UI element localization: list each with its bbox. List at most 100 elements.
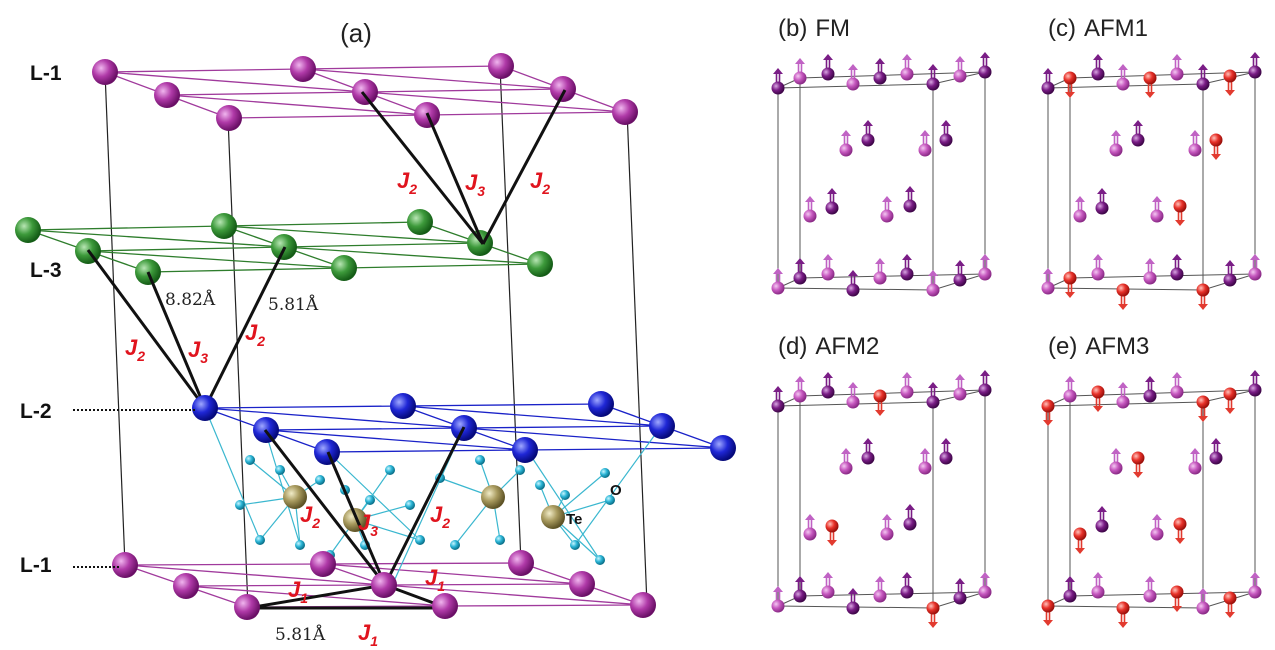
spin-arrow-head xyxy=(902,54,912,60)
spin-panels: (b)FM(c)AFM1(d)AFM2(e)AFM3 xyxy=(772,15,1262,628)
atom xyxy=(154,82,180,108)
lattice-line xyxy=(266,428,464,430)
exchange-index: 2 xyxy=(311,515,320,531)
spin-arrow-head xyxy=(1075,548,1085,554)
magnetic-atom xyxy=(1074,528,1087,541)
magnetic-atom xyxy=(822,586,835,599)
spin-panel-title: (b)FM xyxy=(778,15,850,42)
spin-arrow-head xyxy=(1250,370,1260,376)
spin-arrow-head xyxy=(1093,406,1103,412)
spin-arrow-head xyxy=(1111,130,1121,136)
oxygen-atom xyxy=(315,475,325,485)
spin-arrow-head xyxy=(1097,506,1107,512)
atom xyxy=(569,571,595,597)
oxygen-atom xyxy=(405,500,415,510)
spin-arrow-head xyxy=(848,270,858,276)
atom xyxy=(192,395,218,421)
lattice-line xyxy=(284,247,540,264)
lattice-line xyxy=(186,585,384,586)
lattice-line xyxy=(323,563,521,564)
magnetic-atom xyxy=(1189,462,1202,475)
spin-arrow-head xyxy=(1065,92,1075,98)
spin-arrow-head xyxy=(1133,472,1143,478)
exchange-label: J2 xyxy=(430,502,450,531)
exchange-index: 2 xyxy=(441,515,450,531)
magnetic-atom xyxy=(840,144,853,157)
spin-arrow-head xyxy=(795,58,805,64)
distance-label: 8.82Å xyxy=(165,289,216,310)
magnetic-atom xyxy=(1171,386,1184,399)
oxygen-atom xyxy=(255,535,265,545)
spin-arrow-head xyxy=(1145,258,1155,264)
spin-arrow-head xyxy=(823,572,833,578)
magnetic-atom xyxy=(1092,586,1105,599)
atom xyxy=(234,594,260,620)
atom xyxy=(331,255,357,281)
magnetic-atom xyxy=(1151,210,1164,223)
magnetic-atom xyxy=(874,72,887,85)
magnetic-atom xyxy=(1110,462,1123,475)
magnetic-atom xyxy=(901,68,914,81)
spin-arrow-head xyxy=(1043,620,1053,626)
magnetic-atom xyxy=(979,586,992,599)
spin-arrow-head xyxy=(955,374,965,380)
lattice-line xyxy=(384,584,582,585)
atom xyxy=(488,53,514,79)
magnetic-atom xyxy=(940,134,953,147)
spin-arrow-head xyxy=(1145,576,1155,582)
magnetic-atom xyxy=(1074,210,1087,223)
spin-panel-name: AFM1 xyxy=(1084,15,1148,42)
spin-arrow-head xyxy=(773,68,783,74)
magnetic-atom xyxy=(1064,72,1077,85)
magnetic-atom xyxy=(847,396,860,409)
spin-panel: (c)AFM1 xyxy=(1042,15,1262,310)
atom xyxy=(588,391,614,417)
magnetic-atom xyxy=(1224,274,1237,287)
spin-arrow-head xyxy=(955,260,965,266)
lattice-line xyxy=(365,89,563,92)
magnetic-atom xyxy=(772,400,785,413)
spin-arrow-head xyxy=(1225,612,1235,618)
atom xyxy=(527,251,553,277)
spin-arrow-head xyxy=(1225,90,1235,96)
magnetic-atom xyxy=(1144,390,1157,403)
magnetic-atom xyxy=(901,268,914,281)
magnetic-atom xyxy=(840,462,853,475)
cell-edge xyxy=(105,72,125,565)
lattice-line xyxy=(303,66,501,69)
exchange-index: 2 xyxy=(408,181,417,197)
magnetic-atom xyxy=(1197,78,1210,91)
spin-arrow-head xyxy=(1075,196,1085,202)
magnetic-atom xyxy=(1092,386,1105,399)
exchange-letter: J xyxy=(358,510,371,535)
exchange-label: J2 xyxy=(125,335,145,364)
spin-arrow-head xyxy=(902,254,912,260)
magnetic-atom xyxy=(1224,388,1237,401)
magnetic-atom xyxy=(1197,284,1210,297)
magnetic-atom xyxy=(927,284,940,297)
spin-panel-title: (e)AFM3 xyxy=(1048,333,1149,360)
spin-panel-title: (c)AFM1 xyxy=(1048,15,1148,42)
spin-arrow-head xyxy=(823,54,833,60)
distance-label: 5.81Å xyxy=(275,624,326,645)
spin-arrow-head xyxy=(795,576,805,582)
magnetic-atom xyxy=(1249,268,1262,281)
magnetic-atom xyxy=(919,462,932,475)
spin-arrow-head xyxy=(875,258,885,264)
exchange-letter: J xyxy=(530,168,543,193)
oxygen-atom xyxy=(595,555,605,565)
magnetic-atom xyxy=(1042,82,1055,95)
oxygen-atom xyxy=(570,540,580,550)
spin-arrow-head xyxy=(795,258,805,264)
exchange-letter: J xyxy=(288,577,301,602)
magnetic-atom xyxy=(940,452,953,465)
oxygen-atom xyxy=(245,455,255,465)
lattice-line xyxy=(445,605,643,606)
exchange-index: 2 xyxy=(256,333,265,349)
spin-panel: (b)FM xyxy=(772,15,992,297)
lattice-line xyxy=(167,95,427,115)
exchange-letter: J xyxy=(425,565,438,590)
lattice-line xyxy=(88,251,344,268)
spin-arrow-head xyxy=(1211,438,1221,444)
